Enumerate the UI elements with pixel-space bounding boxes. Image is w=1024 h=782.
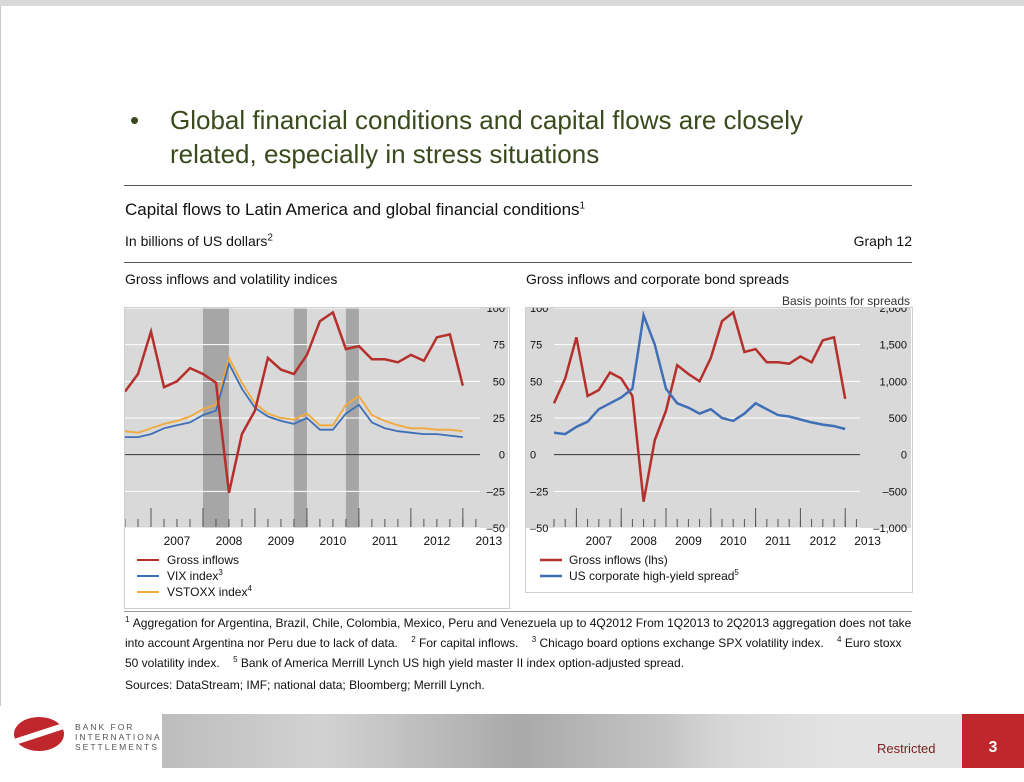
x-tick-label: 2009 (268, 534, 295, 548)
right-panel-title: Gross inflows and corporate bond spreads (526, 271, 790, 287)
x-tick-label: 2011 (372, 534, 398, 548)
y-left-tick-label: 25 (530, 413, 542, 425)
y-right-tick-label: –500 (883, 486, 907, 498)
top-bar (0, 0, 1024, 6)
x-tick-label: 2013 (475, 534, 502, 548)
bis-logo-text: BANK FOR INTERNATIONAL SETTLEMENTS (75, 722, 169, 752)
legend-label: US corporate high-yield spread5 (569, 568, 739, 583)
footer-photo-strip (162, 714, 962, 768)
page-number: 3 (962, 714, 1024, 768)
y-tick-label: 25 (493, 413, 505, 425)
y-tick-label: –25 (487, 486, 505, 498)
figure-unit: In billions of US dollars2 (125, 232, 273, 249)
y-left-tick-label: –25 (530, 486, 548, 498)
x-tick-label: 2009 (675, 534, 702, 548)
x-tick-label: 2013 (854, 534, 881, 548)
left-panel-title: Gross inflows and volatility indices (125, 271, 338, 287)
y-right-tick-label: 1,500 (879, 340, 907, 352)
y-tick-label: 50 (493, 376, 505, 388)
y-left-tick-label: 50 (530, 376, 542, 388)
x-tick-label: 2010 (720, 534, 747, 548)
classification-label: Restricted (877, 741, 936, 756)
y-right-tick-label: 0 (901, 450, 907, 462)
figure-subheader-rule (124, 262, 912, 263)
y-right-tick-label: 2,000 (879, 308, 907, 315)
y-right-tick-label: –1,000 (873, 523, 907, 535)
series-line-gross-inflows-lhs- (552, 310, 847, 502)
left-border (0, 6, 1, 706)
x-tick-label: 2012 (424, 534, 451, 548)
figure-top-rule (124, 185, 912, 186)
right-axis-unit-label: Basis points for spreads (781, 294, 910, 308)
right-chart: 100 75 50 25 0 –25 –50 2,000 1,500 1,000 500 0 –500 –… (526, 308, 911, 583)
x-tick-label: 2008 (216, 534, 243, 548)
series-line-gross-inflows (125, 310, 465, 494)
y-left-tick-label: –50 (530, 523, 548, 535)
x-tick-label: 2011 (765, 534, 791, 548)
legend-label: Gross inflows (lhs) (569, 553, 668, 567)
graph-number: Graph 12 (853, 233, 912, 249)
series-line-vix-index (125, 361, 463, 439)
legend-label: VSTOXX index4 (167, 584, 252, 599)
y-left-tick-label: 0 (530, 450, 536, 462)
series-line-us-corporate-high-yield-spread (553, 310, 846, 436)
x-tick-label: 2012 (809, 534, 836, 548)
x-tick-label: 2010 (320, 534, 347, 548)
sources-note: Sources: DataStream; IMF; national data;… (125, 678, 485, 692)
slide-headline: Global financial conditions and capital … (170, 105, 804, 169)
bullet-point: • (130, 105, 140, 135)
y-right-tick-label: 1,000 (879, 376, 907, 388)
series-line-vstoxx-index (125, 355, 463, 434)
y-tick-label: 0 (499, 450, 505, 462)
legend-label: Gross inflows (167, 553, 239, 567)
y-right-tick-label: 500 (889, 413, 907, 425)
figure-title: Capital flows to Latin America and globa… (125, 200, 586, 219)
legend-label: VIX index3 (167, 568, 223, 583)
x-tick-label: 2008 (630, 534, 657, 548)
y-left-tick-label: 100 (530, 308, 548, 315)
y-tick-label: –50 (487, 523, 505, 535)
left-chart: 100 75 50 25 0 –25 –50 2007 2008 2009 2010 2011 2012… (125, 308, 508, 599)
footnotes: 1 Aggregation for Argentina, Brazil, Chi… (125, 615, 912, 671)
x-tick-label: 2007 (164, 534, 191, 548)
y-left-tick-label: 75 (530, 340, 542, 352)
y-tick-label: 75 (493, 340, 505, 352)
footnote-rule (124, 611, 912, 612)
bis-logo-icon (14, 717, 64, 751)
x-tick-label: 2007 (585, 534, 612, 548)
y-tick-label: 100 (487, 308, 505, 315)
